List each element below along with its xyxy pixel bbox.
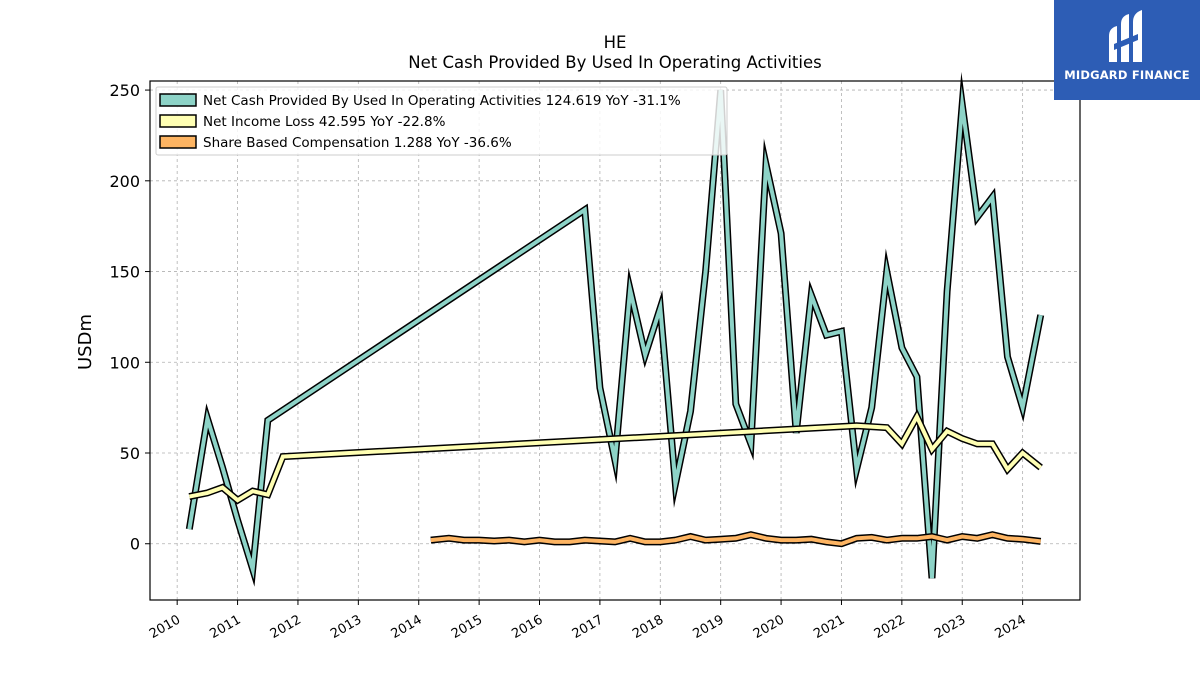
y-tick-label: 200 — [109, 172, 140, 191]
series-share-comp-line — [430, 532, 1041, 546]
series-net-cash-line — [187, 85, 1043, 580]
series-net-income-line — [188, 412, 1042, 503]
plot-frame — [149, 80, 1081, 601]
legend-box — [155, 86, 728, 156]
legend-swatch-share-comp — [159, 135, 197, 149]
y-tick-label: 0 — [130, 535, 140, 554]
chart-title: HE — [604, 33, 627, 52]
midgard-finance-logo: MIDGARD FINANCE — [1054, 0, 1200, 100]
y-tick-label: 150 — [109, 263, 140, 282]
chart-subtitle: Net Cash Provided By Used In Operating A… — [408, 53, 821, 72]
series-layer — [185, 71, 1045, 587]
legend-swatch-net-income — [159, 114, 197, 128]
legend: Net Cash Provided By Used In Operating A… — [155, 86, 728, 156]
legend-swatch-net-cash — [159, 93, 197, 107]
legend-label-net-cash: Net Cash Provided By Used In Operating A… — [203, 93, 681, 109]
logo-mark-icon — [1109, 10, 1142, 62]
logo-text: MIDGARD FINANCE — [1064, 68, 1190, 82]
y-tick-label: 100 — [109, 353, 140, 372]
legend-label-share-comp: Share Based Compensation 1.288 YoY -36.6… — [203, 135, 512, 151]
y-tick-label: 50 — [120, 444, 140, 463]
y-tick-label: 250 — [109, 81, 140, 100]
legend-label-net-income: Net Income Loss 42.595 YoY -22.8% — [203, 114, 446, 130]
y-axis-label: USDm — [75, 314, 96, 370]
series-share-comp — [430, 531, 1042, 548]
series-net-cash — [185, 71, 1045, 587]
series-net-income — [188, 408, 1043, 505]
